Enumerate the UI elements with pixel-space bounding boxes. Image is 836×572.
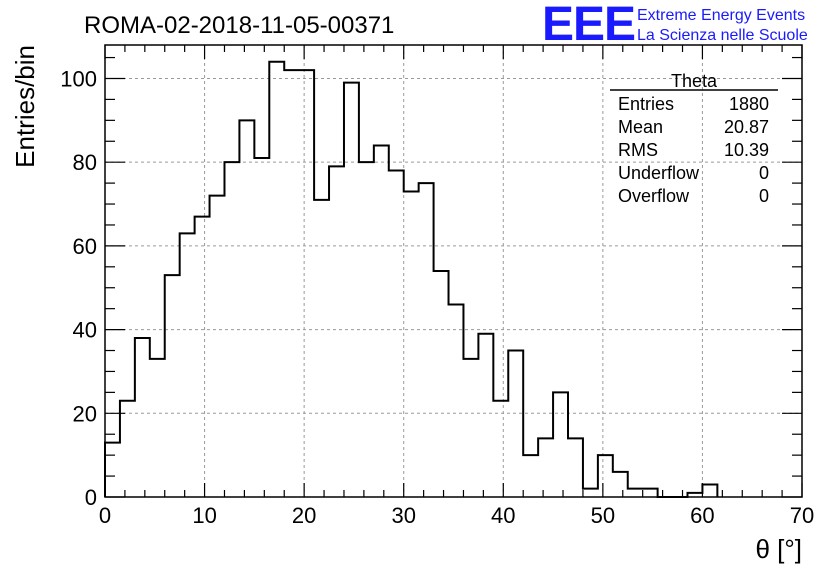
- stats-label: Overflow: [618, 186, 690, 206]
- x-tick-label: 60: [690, 503, 714, 528]
- eee-branding: EEE Extreme Energy Events La Scienza nel…: [542, 0, 808, 51]
- stats-label: Underflow: [618, 163, 700, 183]
- stats-label: RMS: [618, 140, 658, 160]
- x-tick-label: 20: [292, 503, 316, 528]
- axis-ticks: [104, 45, 803, 498]
- stats-value: 0: [759, 163, 769, 183]
- y-tick-label: 20: [73, 401, 97, 426]
- x-tick-label: 40: [491, 503, 515, 528]
- brand-line-2: La Scienza nelle Scuole: [637, 27, 808, 44]
- y-axis-label: Entries/bin: [10, 45, 40, 168]
- stats-label: Mean: [618, 117, 663, 137]
- x-tick-label: 0: [99, 503, 111, 528]
- tick-labels: 0 10 20 30 40 50 60 70 0 20 40 60 80 100: [60, 66, 814, 528]
- stats-value: 0: [759, 186, 769, 206]
- y-tick-label: 40: [73, 318, 97, 343]
- y-tick-label: 100: [60, 66, 97, 91]
- histogram-outline: [104, 60, 719, 498]
- eee-logo: EEE: [542, 0, 635, 51]
- stats-label: Entries: [618, 94, 674, 114]
- stats-title: Theta: [671, 71, 718, 91]
- chart-title: ROMA-02-2018-11-05-00371: [84, 12, 394, 39]
- x-tick-label: 10: [192, 503, 216, 528]
- y-tick-label: 80: [73, 150, 97, 175]
- stats-value: 10.39: [724, 140, 769, 160]
- y-tick-label: 60: [73, 234, 97, 259]
- x-tick-label: 70: [790, 503, 814, 528]
- brand-line-1: Extreme Energy Events: [637, 7, 805, 24]
- stats-box: Theta Entries 1880 Mean 20.87 RMS 10.39 Underf…: [610, 71, 778, 206]
- x-axis-label: θ [°]: [755, 534, 802, 564]
- x-tick-label: 50: [591, 503, 615, 528]
- x-tick-label: 30: [391, 503, 415, 528]
- plot-frame: [104, 44, 803, 498]
- stats-value: 20.87: [724, 117, 769, 137]
- grid: [105, 45, 802, 497]
- y-tick-label: 0: [85, 485, 97, 510]
- stats-value: 1880: [729, 94, 769, 114]
